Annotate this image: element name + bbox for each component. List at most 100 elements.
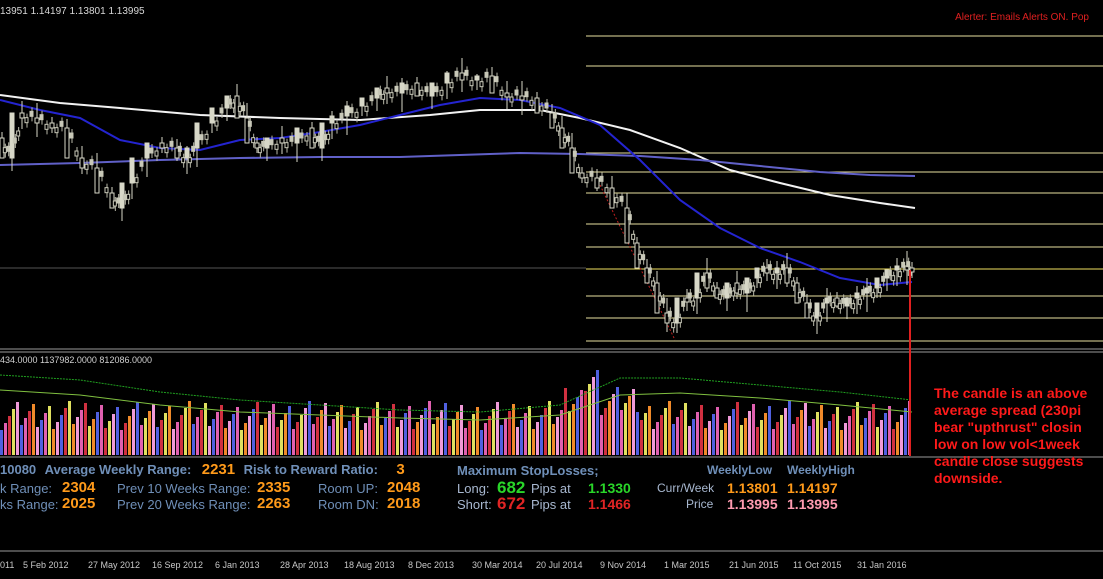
candle-body: [697, 292, 702, 299]
volume-bar: [240, 430, 243, 455]
ma-long-line: [0, 151, 916, 177]
volume-bar: [764, 413, 767, 455]
candle-body: [807, 302, 812, 309]
candle-body: [624, 207, 630, 244]
volume-bar: [704, 428, 707, 455]
candle-body: [474, 75, 480, 81]
candle-body: [69, 132, 74, 139]
volume-bar: [540, 415, 543, 455]
candle-body: [609, 187, 615, 209]
candle-body: [821, 302, 826, 309]
volume-bar: [144, 418, 147, 455]
volume-bar: [880, 420, 883, 455]
candle-body: [209, 107, 215, 124]
alerter-status: Alerter: Emails Alerts ON. Pop: [955, 12, 1089, 23]
short-pips-value: 672: [497, 494, 526, 513]
candle-body: [647, 267, 652, 274]
candle-body: [681, 300, 686, 307]
volume-bar: [252, 409, 255, 455]
volume-bar: [480, 430, 483, 455]
candle-body: [894, 265, 900, 271]
volume-bar: [236, 407, 239, 455]
volume-bar: [580, 390, 583, 455]
volume-bar: [112, 414, 115, 455]
volume-bar: [792, 424, 795, 455]
volume-bar: [52, 429, 55, 455]
volume-bar: [776, 422, 779, 455]
volume-bar: [548, 401, 551, 455]
volume-bar: [48, 406, 51, 455]
volume-bar: [72, 424, 75, 455]
volume-bar: [116, 407, 119, 455]
time-tick: 9 Nov 2014: [600, 560, 647, 570]
volume-bar: [856, 402, 859, 455]
dashboard-row-1: 10080 Average Weekly Range: 2231 Risk to…: [0, 461, 405, 479]
volume-bar: [440, 410, 443, 455]
candle-body: [344, 105, 350, 117]
candle-body: [181, 157, 186, 164]
candle-body: [741, 284, 746, 291]
volume-bar: [168, 406, 171, 455]
volume-bar: [564, 388, 567, 455]
candle-body: [552, 112, 557, 119]
volume-bar: [356, 407, 359, 455]
volume-bar: [864, 418, 867, 455]
candle-body: [584, 177, 589, 184]
candle-body: [24, 117, 29, 124]
curr-week-high: 1.14197: [787, 480, 838, 496]
candle-body: [771, 273, 776, 280]
candle-body: [89, 159, 94, 166]
volume-bar: [264, 418, 267, 455]
long-price: 1.1330: [588, 480, 631, 496]
volume-bar: [392, 404, 395, 455]
candle-body: [419, 89, 424, 96]
awr-label: Average Weekly Range:: [44, 462, 192, 477]
candle-body: [139, 160, 144, 167]
volume-bar: [612, 394, 615, 455]
volume-bar: [372, 409, 375, 455]
candle-body: [861, 289, 866, 296]
candle-body: [549, 112, 555, 129]
volume-bar: [720, 430, 723, 455]
volume-bar: [272, 404, 275, 455]
volume-bar: [152, 404, 155, 455]
candle-body: [831, 302, 836, 309]
candle-body: [187, 157, 192, 164]
candle-body: [49, 122, 55, 129]
candle-body: [99, 170, 104, 177]
candle-body: [19, 112, 25, 119]
volume-bar: [136, 402, 139, 455]
volume-bar: [368, 416, 371, 455]
volume-bar: [736, 402, 739, 455]
candle-body: [637, 253, 642, 260]
candle-body: [377, 89, 382, 96]
prev20-label: Prev 20 Weeks Range:: [117, 497, 251, 512]
volume-bar: [88, 426, 91, 455]
candle-body: [714, 287, 720, 299]
volume-bar: [96, 412, 99, 455]
volume-bar: [148, 411, 151, 455]
weekly-low-header: WeeklyLow: [707, 463, 773, 477]
volume-bar: [760, 420, 763, 455]
volume-bar: [24, 418, 27, 455]
candle-body: [721, 289, 726, 296]
volume-bar: [312, 424, 315, 455]
candle-body: [727, 287, 732, 294]
candle-body: [734, 282, 740, 294]
time-tick: 011: [0, 560, 15, 570]
candle-body: [359, 97, 365, 107]
candle-body: [289, 135, 294, 142]
candle-body: [264, 137, 270, 149]
volume-bar: [628, 396, 631, 455]
time-tick: 8 Dec 2013: [408, 560, 455, 570]
annotation-line: low on low vol<1week: [934, 436, 1080, 452]
volume-bar: [208, 426, 211, 455]
volume-bar: [752, 404, 755, 455]
volume-bar: [852, 409, 855, 455]
curr-week-label: Curr/Week: [657, 481, 715, 495]
candle-body: [29, 110, 34, 117]
room-dn-label: Room DN:: [318, 497, 379, 512]
candle-body: [261, 140, 266, 147]
volume-bar: [508, 411, 511, 455]
